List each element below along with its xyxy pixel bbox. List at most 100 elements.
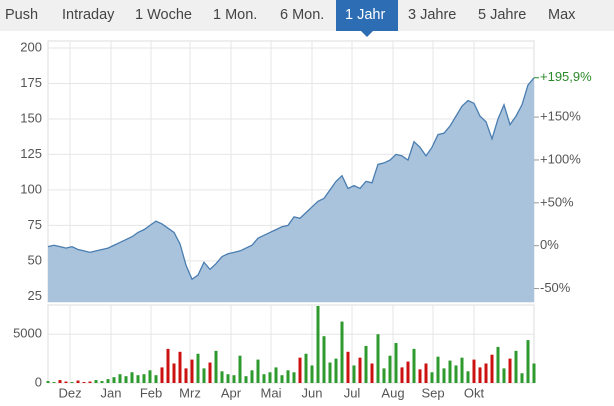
volume-bar — [490, 354, 494, 383]
volume-bar — [478, 367, 482, 383]
tab[interactable]: 3 Jahre — [408, 7, 456, 23]
volume-bar — [184, 368, 188, 383]
volume-bar — [502, 368, 506, 383]
volume-bar — [160, 367, 164, 383]
volume-bar — [484, 363, 488, 383]
volume-bar — [118, 374, 122, 383]
volume-bar — [142, 374, 146, 383]
volume-bar — [94, 380, 98, 383]
volume-bar — [202, 368, 206, 383]
active-tab-pointer — [361, 31, 373, 37]
volume-tick-label: 0 — [35, 374, 42, 389]
volume-bar — [496, 346, 500, 383]
volume-bar — [298, 357, 302, 383]
volume-bar — [58, 380, 62, 383]
volume-bar — [514, 350, 518, 383]
volume-bar — [340, 321, 344, 383]
x-tick-label: Feb — [140, 385, 162, 400]
y-tick-label: 150 — [20, 110, 42, 125]
volume-bar — [88, 381, 92, 383]
volume-bar — [280, 375, 284, 383]
volume-bar — [262, 374, 266, 383]
y-tick-label: 175 — [20, 75, 42, 90]
tab[interactable]: 6 Mon. — [280, 7, 324, 23]
x-tick-label: Jan — [101, 385, 122, 400]
volume-bar — [196, 353, 200, 383]
y2-tick-label: +150% — [540, 109, 581, 124]
volume-bar — [154, 375, 158, 383]
volume-bar — [430, 372, 434, 383]
volume-bar — [112, 377, 116, 383]
volume-bar — [346, 351, 350, 383]
x-tick-label: Aug — [381, 385, 404, 400]
volume-bar — [442, 368, 446, 383]
volume-bar — [52, 382, 56, 383]
volume-bar — [292, 372, 296, 383]
volume-bar — [436, 356, 440, 383]
volume-bar — [64, 381, 68, 383]
volume-bar — [256, 359, 260, 383]
volume-bar — [136, 375, 140, 383]
price-line — [47, 77, 535, 281]
volume-bar — [466, 371, 470, 383]
volume-bar — [214, 350, 218, 383]
volume-bar — [106, 379, 110, 383]
volume-bar — [130, 372, 134, 383]
x-tick-label: Jul — [344, 385, 361, 400]
volume-bar — [82, 382, 86, 383]
volume-bar — [70, 382, 74, 383]
y-tick-label: 25 — [28, 288, 42, 303]
annotation-label: +195,9% — [540, 69, 592, 84]
volume-bar — [376, 334, 380, 383]
tab[interactable]: 1 Woche — [135, 7, 192, 23]
y2-tick-label: 0% — [540, 237, 559, 252]
y2-tick-label: +100% — [540, 151, 581, 166]
x-tick-label: Sep — [421, 385, 444, 400]
x-tick-label: Dez — [58, 385, 81, 400]
volume-bar — [364, 345, 368, 383]
volume-bar — [328, 362, 332, 383]
volume-tick-label: 5000 — [13, 326, 42, 341]
tab[interactable]: 5 Jahre — [478, 7, 526, 23]
volume-bar — [268, 372, 272, 383]
volume-bar — [370, 363, 374, 383]
volume-bar — [382, 368, 386, 383]
y-tick-label: 100 — [20, 181, 42, 196]
volume-panel — [47, 304, 535, 384]
volume-bar — [406, 361, 410, 383]
volume-bar — [412, 348, 416, 383]
volume-bar — [400, 367, 404, 383]
tab-bar — [0, 0, 614, 31]
volume-bar — [124, 376, 128, 383]
tab[interactable]: Intraday — [62, 7, 115, 23]
x-tick-label: Okt — [464, 385, 485, 400]
volume-bar — [76, 380, 80, 383]
volume-bar — [334, 358, 338, 383]
volume-bar — [310, 365, 314, 383]
volume-bar — [454, 365, 458, 383]
volume-bar — [358, 357, 362, 383]
volume-bar — [208, 362, 212, 383]
volume-bar — [244, 376, 248, 383]
y-tick-label: 125 — [20, 146, 42, 161]
volume-bar — [178, 351, 182, 383]
volume-bar — [274, 367, 278, 383]
volume-bar — [190, 359, 194, 383]
volume-bar — [418, 369, 422, 383]
y2-tick-label: -50% — [540, 280, 571, 295]
y-tick-label: 50 — [28, 252, 42, 267]
tab[interactable]: 1 Mon. — [213, 7, 257, 23]
x-tick-label: Apr — [221, 385, 242, 400]
tab[interactable]: Push — [5, 7, 38, 23]
tab[interactable]: Max — [548, 7, 576, 23]
volume-bar — [166, 348, 170, 383]
volume-bar — [226, 374, 230, 383]
tab[interactable]: 1 Jahr — [345, 7, 385, 23]
active-tab[interactable] — [336, 0, 398, 31]
volume-bar — [508, 358, 512, 383]
volume-bar — [424, 363, 428, 383]
x-tick-label: Mrz — [179, 385, 201, 400]
y2-tick-label: +50% — [540, 194, 574, 209]
